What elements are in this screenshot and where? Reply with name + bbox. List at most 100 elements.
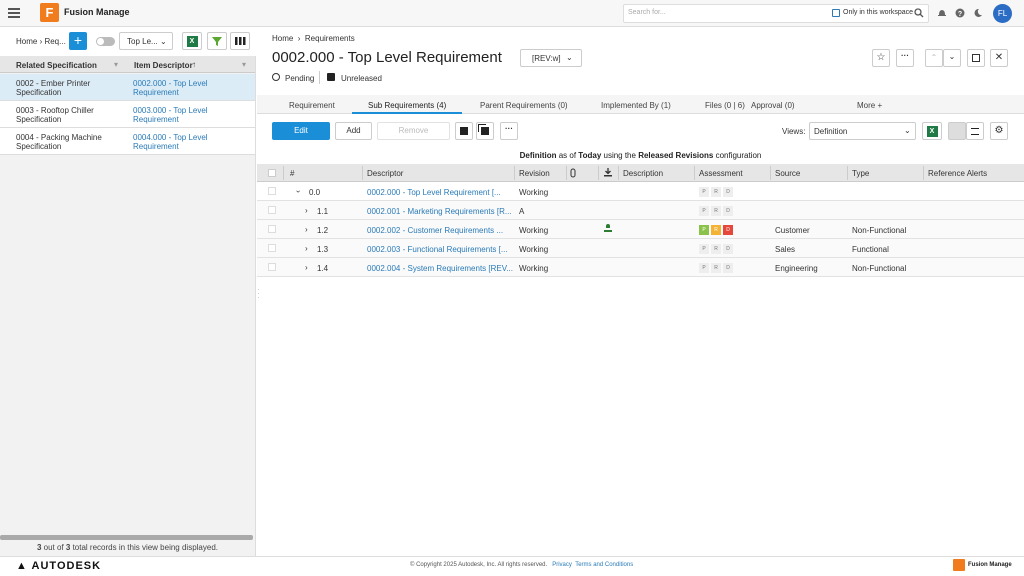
copy-button[interactable] (476, 122, 494, 140)
grid-row[interactable] (257, 258, 1024, 277)
expand-chevron[interactable]: › (293, 190, 303, 193)
tab[interactable]: Approval (0) (751, 101, 795, 110)
next-button[interactable]: ⌄ (943, 49, 961, 67)
more-actions-button[interactable]: ··· (500, 122, 518, 140)
expand-chevron[interactable]: › (305, 244, 308, 253)
column-header[interactable]: Descriptor (367, 169, 404, 178)
filter-button[interactable] (207, 32, 227, 50)
autodesk-logo[interactable]: ▲ AUTODESK (16, 560, 102, 572)
scrollbar[interactable] (0, 535, 253, 540)
menu-button[interactable] (8, 8, 20, 18)
tab[interactable]: Sub Requirements (4) (368, 101, 447, 110)
column-header[interactable]: Type (852, 169, 870, 178)
left-row[interactable] (0, 74, 255, 101)
toggle[interactable] (96, 37, 115, 46)
terms-link[interactable]: Terms and Conditions (575, 562, 634, 568)
remove-button[interactable]: Remove (377, 122, 450, 140)
specification-link[interactable]: 0003 - Rooftop Chiller Specification (16, 106, 94, 124)
copyright-text: © Copyright 2025 Autodesk, Inc. All righ… (410, 562, 548, 568)
left-row[interactable] (0, 101, 255, 128)
breadcrumb-item[interactable]: Home (272, 34, 294, 43)
descriptor-link[interactable]: 0002.000 - Top Level Requirement (133, 79, 208, 97)
views-select[interactable] (809, 122, 916, 140)
specification-link[interactable]: 0002 - Ember Printer Specification (16, 79, 91, 97)
workspace-checkbox[interactable] (832, 9, 840, 17)
column-filter[interactable]: ▾ (242, 60, 247, 69)
descriptor-link[interactable]: 0002.000 - Top Level Requirement [... (367, 188, 501, 197)
revision-label: [REV:w] (532, 54, 561, 63)
settings-button[interactable]: ⚙ (990, 122, 1008, 140)
list-view-button[interactable] (966, 122, 984, 140)
descriptor-link[interactable]: 0002.004 - System Requirements [REV... (367, 264, 513, 273)
column-header[interactable]: Reference Alerts (928, 169, 988, 178)
assessment-flag: P (699, 206, 709, 216)
footer-product-logo[interactable] (953, 559, 965, 571)
descriptor-link[interactable]: 0004.000 - Top Level Requirement (133, 133, 208, 151)
row-checkbox[interactable] (268, 225, 276, 233)
breadcrumb-item[interactable]: Requirements (304, 34, 355, 43)
expand-chevron[interactable]: › (305, 263, 308, 272)
grid-row[interactable] (257, 201, 1024, 220)
assessment-flag: R (711, 244, 721, 254)
tab[interactable]: Implemented By (1) (601, 101, 671, 110)
column-header[interactable]: Assessment (699, 169, 743, 178)
help-icon[interactable]: ? (955, 8, 965, 18)
collapse-button[interactable] (455, 122, 473, 140)
row-checkbox[interactable] (268, 244, 276, 252)
prev-button[interactable]: ⌃ (925, 49, 943, 67)
theme-icon[interactable] (973, 8, 983, 18)
breadcrumb-item[interactable]: Home (16, 37, 38, 46)
revision-select[interactable] (520, 49, 582, 67)
assessment-flag: D (723, 225, 733, 235)
grid-row[interactable] (257, 239, 1024, 258)
tab[interactable]: More + (857, 101, 883, 110)
left-column-header[interactable]: Item Descriptor (134, 61, 193, 70)
column-header[interactable]: Revision (519, 169, 550, 178)
tree-view-button[interactable] (948, 122, 966, 140)
row-checkbox[interactable] (268, 187, 276, 195)
notifications-icon[interactable] (937, 8, 947, 18)
descriptor-link[interactable]: 0002.001 - Marketing Requirements [R... (367, 207, 512, 216)
view-select[interactable] (119, 32, 173, 50)
add-row-button[interactable]: Add (335, 122, 372, 140)
assessment-flag: D (723, 187, 733, 197)
column-filter[interactable]: ▾ (114, 60, 119, 69)
favorite-button[interactable]: ☆ (872, 49, 890, 67)
excel-button[interactable]: X (182, 32, 202, 50)
columns-button[interactable] (230, 32, 250, 50)
breadcrumb-item[interactable]: Req... (44, 37, 66, 46)
row-checkbox[interactable] (268, 263, 276, 271)
column-header[interactable]: Description (623, 169, 664, 178)
left-row[interactable] (0, 128, 255, 155)
resize-handle[interactable]: · · · (257, 285, 260, 302)
more-button[interactable]: ··· (896, 49, 914, 67)
expand-chevron[interactable]: › (305, 225, 308, 234)
expand-chevron[interactable]: › (305, 206, 308, 215)
search-box[interactable] (623, 4, 929, 23)
descriptor-link[interactable]: 0003.000 - Top Level Requirement (133, 106, 208, 124)
app-logo[interactable]: F (40, 3, 59, 22)
tab[interactable]: Parent Requirements (0) (480, 101, 568, 110)
specification-link[interactable]: 0004 - Packing Machine Specification (16, 133, 102, 151)
descriptor-link[interactable]: 0002.002 - Customer Requirements ... (367, 226, 504, 235)
active-tab-indicator (352, 112, 462, 114)
descriptor-link[interactable]: 0002.003 - Functional Requirements [... (367, 245, 508, 254)
left-column-header[interactable]: Related Specification (16, 61, 97, 70)
user-avatar[interactable]: FL (993, 4, 1012, 23)
close-button[interactable]: ✕ (990, 49, 1008, 67)
search-icon[interactable] (914, 8, 924, 18)
edit-button[interactable]: Edit (272, 122, 330, 140)
column-header[interactable]: Source (775, 169, 801, 178)
column-header[interactable]: # (290, 169, 295, 178)
revision: Working (519, 226, 549, 235)
excel-export[interactable]: X (922, 122, 942, 140)
tab[interactable]: Files (0 | 6) (705, 101, 745, 110)
privacy-link[interactable]: Privacy (552, 562, 572, 568)
tab[interactable]: Requirement (289, 101, 335, 110)
grid-row[interactable] (257, 182, 1024, 201)
header-checkbox[interactable] (268, 169, 276, 177)
row-checkbox[interactable] (268, 206, 276, 214)
grid-row[interactable] (257, 220, 1024, 239)
fullscreen-button[interactable] (967, 49, 985, 67)
add-button[interactable]: + (69, 32, 87, 50)
